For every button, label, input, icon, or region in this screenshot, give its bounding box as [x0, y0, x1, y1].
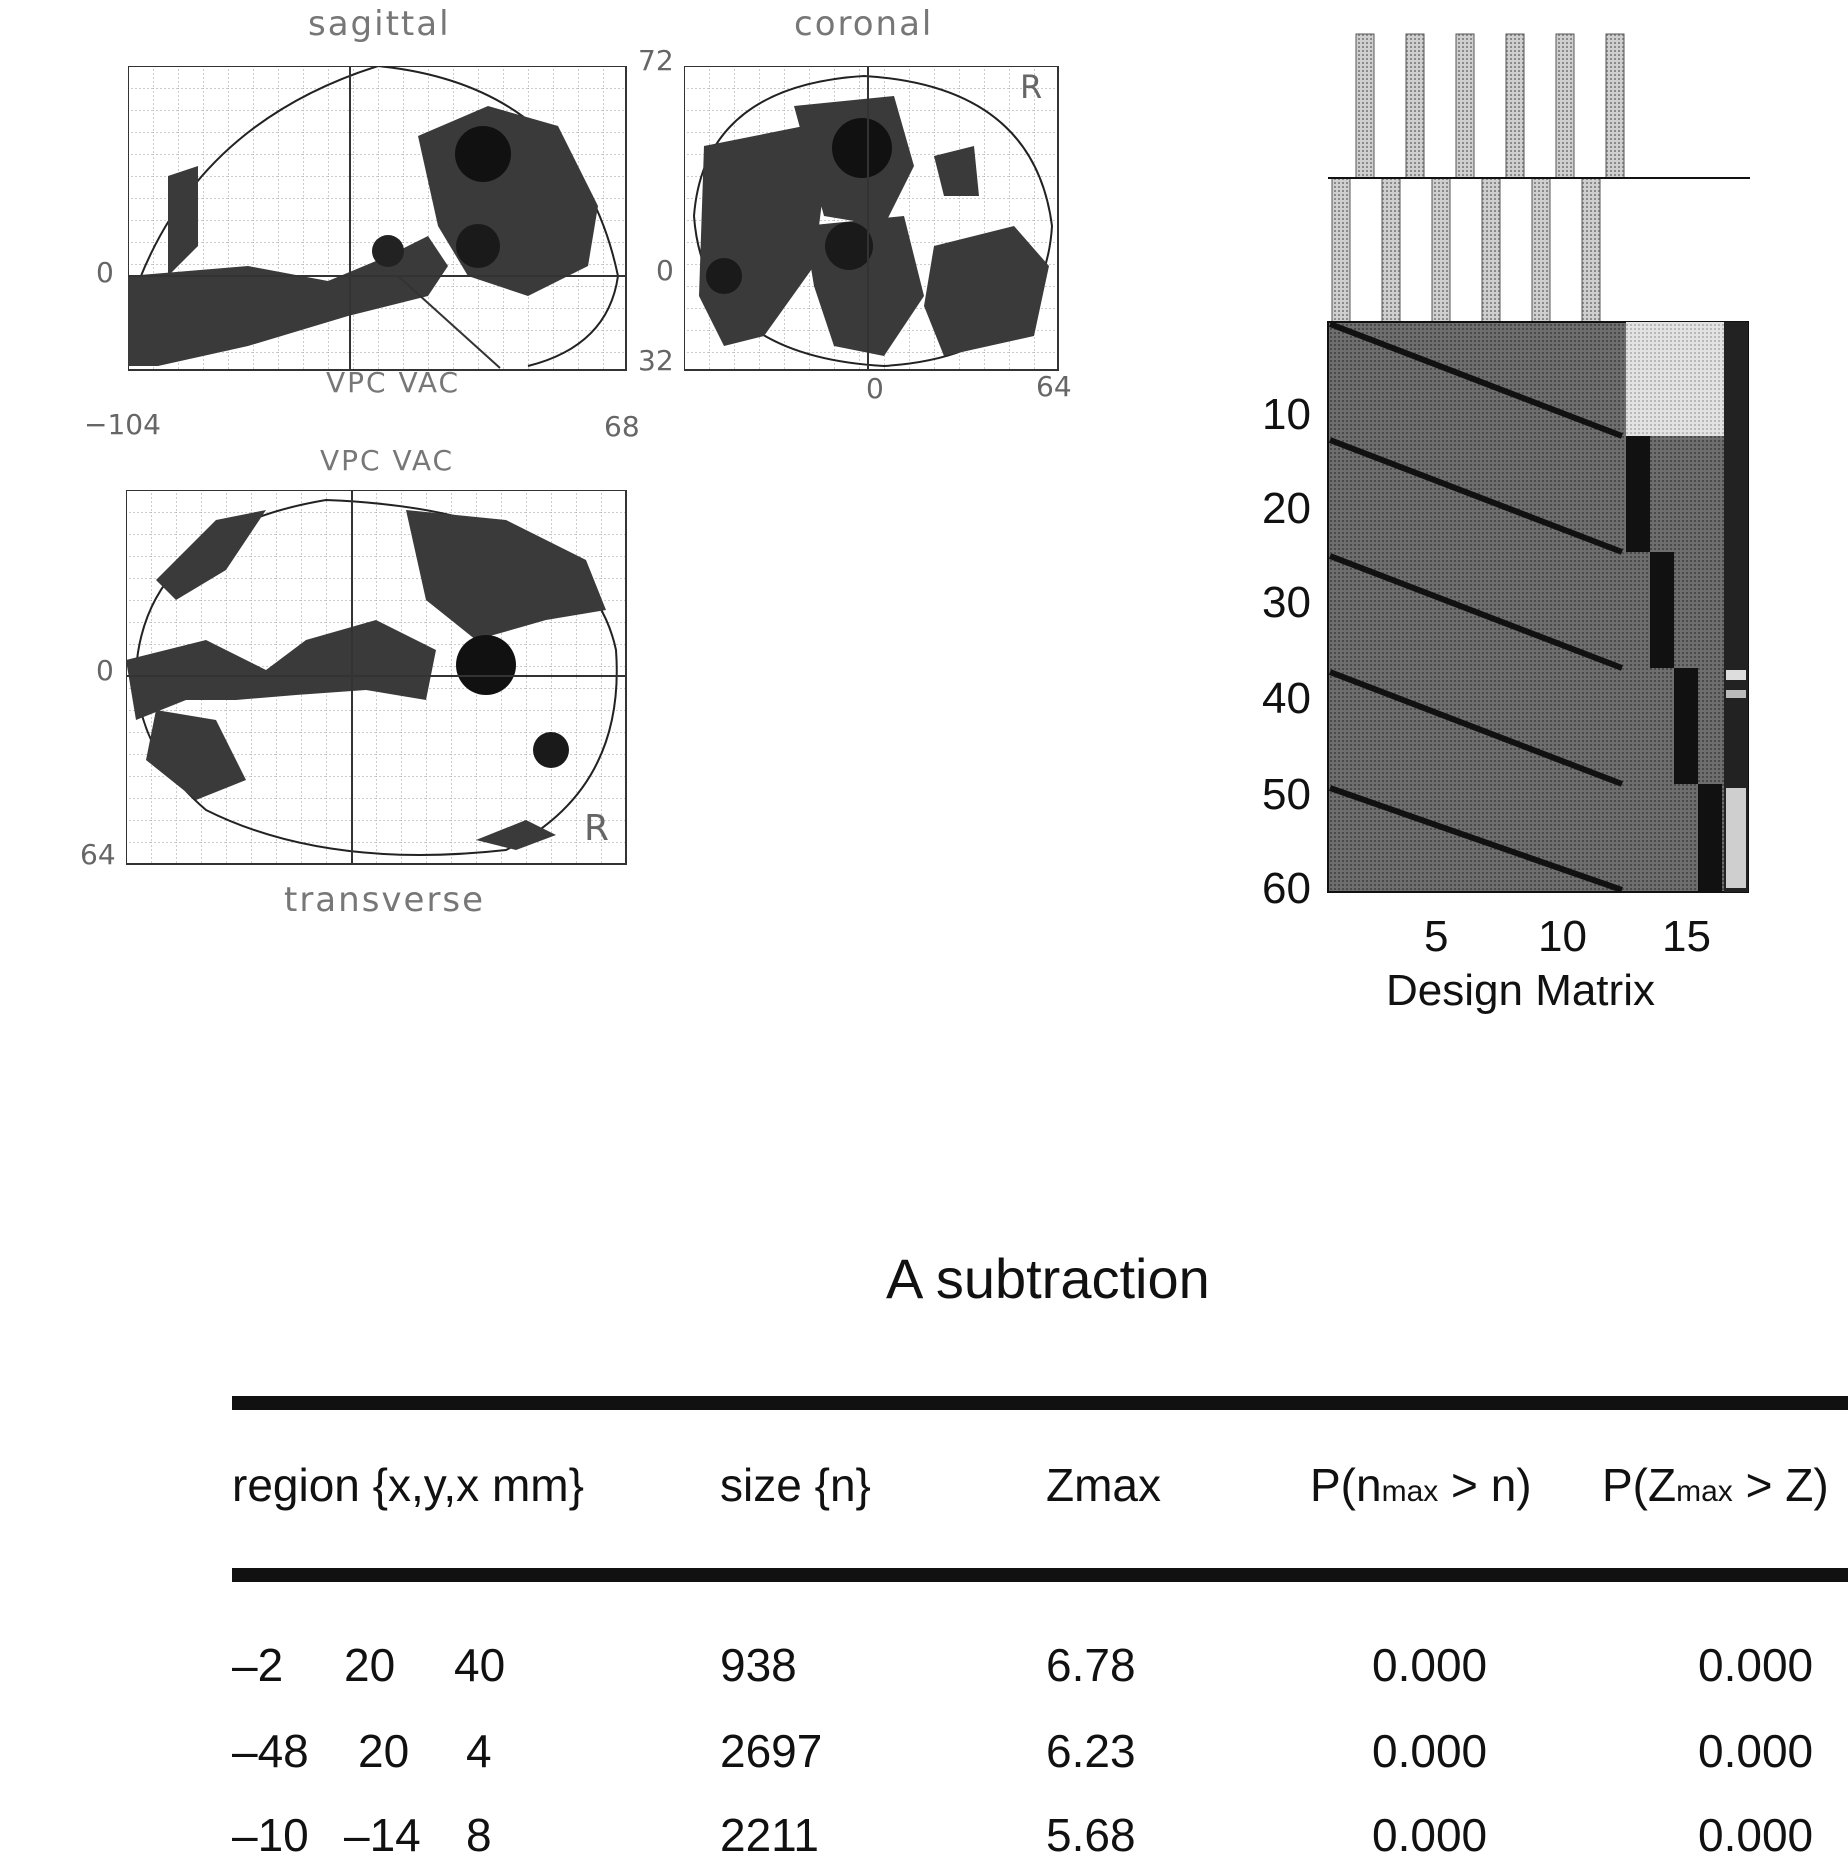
sagittal-tick-68: 68: [604, 410, 640, 443]
row3-z: 8: [466, 1809, 492, 1861]
sagittal-tick-32: 32: [638, 344, 674, 377]
coronal-tick-0-bottom: 0: [866, 372, 884, 405]
row2-z: 4: [466, 1725, 492, 1777]
row1-size: 938: [720, 1639, 797, 1691]
row1-x: –2: [232, 1639, 284, 1691]
design-matrix-y-tick-60: 60: [1262, 864, 1311, 913]
sagittal-tick-min104: −104: [84, 408, 161, 441]
transverse-label: transverse: [284, 880, 486, 920]
header-zmax: Zmax: [1046, 1459, 1161, 1511]
header-p-zmax-pre: P(Z: [1602, 1459, 1677, 1511]
sagittal-label: sagittal: [308, 4, 451, 44]
design-matrix-contrast-bars: [1328, 33, 1750, 323]
coronal-label: coronal: [794, 4, 934, 44]
design-matrix-y-tick-40: 40: [1262, 674, 1311, 723]
header-p-zmax-sub: max: [1676, 1475, 1733, 1508]
header-p-zmax-post: > Z): [1732, 1459, 1829, 1511]
design-matrix-y-tick-20: 20: [1262, 484, 1311, 533]
transverse-glass-brain: [126, 490, 627, 865]
vpc-vac-label-top: VPC VAC: [326, 366, 461, 399]
row3-zmax: 5.68: [1046, 1809, 1136, 1861]
coronal-tick-0: 0: [656, 254, 674, 287]
sagittal-glass-brain: [128, 66, 627, 371]
row3-p-zmax: 0.000: [1698, 1809, 1814, 1861]
transverse-tick-64: 64: [80, 838, 116, 871]
design-matrix-x-tick-15: 15: [1662, 912, 1711, 961]
header-p-zmax: P(Zmax > Z): [1602, 1458, 1829, 1512]
header-p-nmax-sub: max: [1381, 1475, 1439, 1508]
vpc-vac-label-bottom: VPC VAC: [320, 444, 455, 477]
coronal-glass-brain: [684, 66, 1059, 371]
coronal-orientation-r: R: [1020, 68, 1043, 106]
design-matrix-y-tick-50: 50: [1262, 770, 1311, 819]
sagittal-tick-0: 0: [96, 256, 114, 289]
design-matrix-x-tick-5: 5: [1424, 912, 1449, 961]
row3-p-nmax: 0.000: [1372, 1809, 1488, 1861]
row3-x: –10: [232, 1809, 309, 1861]
design-matrix-image: [1327, 321, 1749, 893]
header-region: region {x,y,x mm}: [232, 1459, 584, 1511]
transverse-orientation-r: R: [584, 808, 610, 849]
row2-p-nmax: 0.000: [1372, 1725, 1488, 1777]
table-top-rule: [232, 1396, 1848, 1410]
header-p-nmax-pre: P(n: [1310, 1459, 1382, 1511]
results-title: A subtraction: [886, 1247, 1210, 1310]
design-matrix-y-tick-10: 10: [1262, 390, 1311, 439]
row3-size: 2211: [720, 1809, 819, 1861]
row2-y: 20: [358, 1725, 410, 1777]
coronal-tick-64: 64: [1036, 370, 1072, 403]
design-matrix-x-tick-10: 10: [1538, 912, 1587, 961]
row2-p-zmax: 0.000: [1698, 1725, 1814, 1777]
row3-y: –14: [344, 1809, 421, 1861]
design-matrix-caption: Design Matrix: [1386, 966, 1655, 1015]
header-p-nmax-post: > n): [1438, 1459, 1532, 1511]
header-p-nmax: P(nmax > n): [1310, 1458, 1532, 1512]
row1-p-nmax: 0.000: [1372, 1639, 1488, 1691]
design-matrix-y-tick-30: 30: [1262, 578, 1311, 627]
row1-z: 40: [454, 1639, 506, 1691]
sagittal-tick-72: 72: [638, 44, 674, 77]
row2-zmax: 6.23: [1046, 1725, 1136, 1777]
table-header-rule: [232, 1568, 1848, 1582]
row1-zmax: 6.78: [1046, 1639, 1136, 1691]
row2-x: –48: [232, 1725, 309, 1777]
transverse-tick-0: 0: [96, 654, 114, 687]
row1-p-zmax: 0.000: [1698, 1639, 1814, 1691]
row1-y: 20: [344, 1639, 396, 1691]
row2-size: 2697: [720, 1725, 823, 1777]
header-size: size {n}: [720, 1459, 871, 1511]
